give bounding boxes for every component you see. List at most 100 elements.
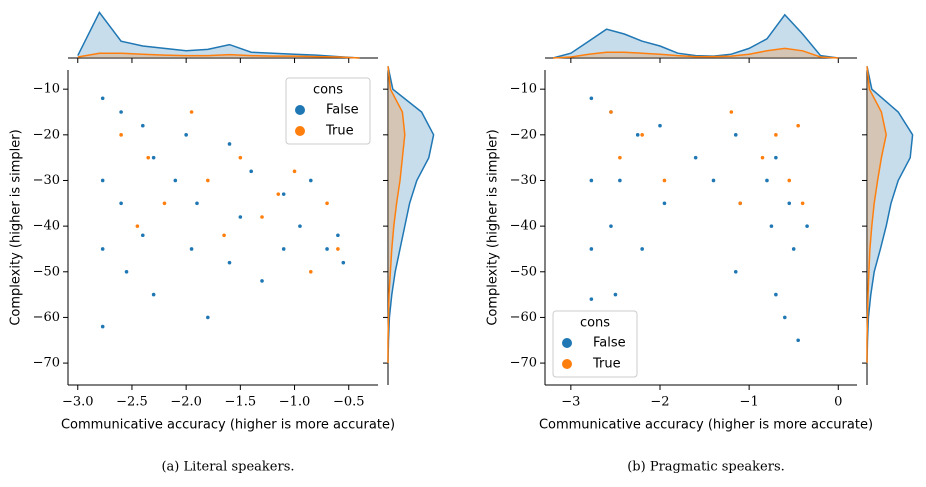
y-tick-label: −40 xyxy=(510,219,537,234)
kde-line xyxy=(77,10,360,59)
scatter-point xyxy=(173,178,178,183)
scatter-point xyxy=(135,224,140,228)
y-tick-label: −60 xyxy=(33,310,60,325)
scatter-point xyxy=(640,133,644,137)
y-tick-label: −60 xyxy=(510,310,537,325)
legend-title: cons xyxy=(580,316,610,331)
y-tick-label: −70 xyxy=(510,356,537,371)
scatter-point xyxy=(146,155,151,160)
legend: cons False True xyxy=(285,77,371,145)
scatter-point xyxy=(189,110,194,114)
y-axis-label: Complexity (higher is simpler) xyxy=(9,129,24,325)
scatter-point xyxy=(738,201,743,206)
legend-label: False xyxy=(593,336,626,351)
caption: (b) Pragmatic speakers. xyxy=(627,460,785,475)
kde-fill xyxy=(388,66,434,364)
kde-fill xyxy=(867,66,913,364)
scatter-point xyxy=(774,292,778,297)
scatter-point xyxy=(618,155,622,160)
scatter-point xyxy=(292,169,297,174)
y-tick-label: −20 xyxy=(510,127,537,142)
scatter-point xyxy=(336,233,340,238)
y-tick-label: −10 xyxy=(510,82,537,97)
scatter-point xyxy=(774,133,778,137)
y-tick-label: −50 xyxy=(33,264,60,279)
scatter-point xyxy=(729,110,734,114)
scatter-point xyxy=(662,178,667,183)
scatter-point xyxy=(308,269,313,274)
scatter-point xyxy=(119,201,123,206)
scatter-point xyxy=(589,96,594,101)
y-tick-label: −40 xyxy=(33,219,60,234)
scatter-point xyxy=(238,155,243,160)
scatter-point xyxy=(100,247,105,251)
scatter-point xyxy=(119,133,123,137)
legend-marker xyxy=(562,338,572,348)
scatter-point xyxy=(325,247,329,251)
scatter-point xyxy=(124,269,129,274)
scatter-point xyxy=(662,201,667,206)
scatter-point xyxy=(589,178,594,183)
kde-line xyxy=(387,66,435,364)
scatter-point xyxy=(805,224,809,228)
x-tick-label: −0.5 xyxy=(333,395,365,410)
scatter-point xyxy=(195,201,199,206)
scatter-point xyxy=(341,260,346,265)
scatter-point xyxy=(325,201,329,206)
x-tick-label: −2.0 xyxy=(170,395,202,410)
scatter-point xyxy=(711,178,716,183)
kde-line xyxy=(552,13,839,59)
scatter-point xyxy=(760,155,765,160)
scatter-point xyxy=(260,215,264,219)
scatter-point xyxy=(609,224,613,228)
scatter-point xyxy=(184,133,188,137)
x-tick-label: −2 xyxy=(650,395,669,410)
scatter-point xyxy=(189,247,194,251)
scatter-point xyxy=(618,178,622,183)
scatter-point xyxy=(260,279,264,283)
scatter-point xyxy=(800,201,805,206)
scatter-point xyxy=(589,297,594,301)
scatter-point xyxy=(765,178,769,183)
x-axis-label: Communicative accuracy (higher is more a… xyxy=(539,418,873,433)
kde-line xyxy=(866,66,887,364)
kde-fill xyxy=(388,66,405,364)
scatter-point xyxy=(298,224,302,228)
scatter-point xyxy=(100,324,105,329)
scatter-point xyxy=(151,155,156,160)
x-tick-label: −3 xyxy=(561,395,580,410)
scatter-point xyxy=(733,133,738,137)
y-tick-label: −50 xyxy=(510,264,537,279)
x-tick-label: −1 xyxy=(740,395,759,410)
scatter-point xyxy=(613,292,618,297)
x-tick-label: −1.0 xyxy=(279,395,311,410)
scatter-point xyxy=(308,178,313,183)
scatter-point xyxy=(100,96,105,101)
scatter-point xyxy=(796,123,800,128)
scatter-point xyxy=(791,247,796,251)
y-tick-label: −10 xyxy=(33,82,60,97)
legend-box xyxy=(552,310,638,378)
scatter-point xyxy=(281,247,286,251)
y-axis-label: Complexity (higher is simpler) xyxy=(486,129,501,325)
scatter-point xyxy=(238,215,243,219)
scatter-point xyxy=(796,338,800,343)
kde-line xyxy=(866,66,914,364)
scatter-point xyxy=(222,233,226,238)
x-tick-label: 0 xyxy=(834,395,842,410)
kde-fill xyxy=(77,12,360,58)
scatter-point xyxy=(249,169,253,174)
legend-marker xyxy=(562,359,572,369)
legend-label: False xyxy=(326,103,359,118)
scatter-point xyxy=(140,233,145,238)
scatter-point xyxy=(787,178,792,183)
scatter-point xyxy=(119,110,123,114)
scatter-point xyxy=(151,292,156,297)
scatter-point xyxy=(206,178,210,183)
kde-fill xyxy=(553,48,839,58)
scatter-point xyxy=(640,247,644,251)
scatter-point xyxy=(609,110,613,114)
scatter-point xyxy=(100,178,105,183)
scatter-point xyxy=(782,315,787,320)
